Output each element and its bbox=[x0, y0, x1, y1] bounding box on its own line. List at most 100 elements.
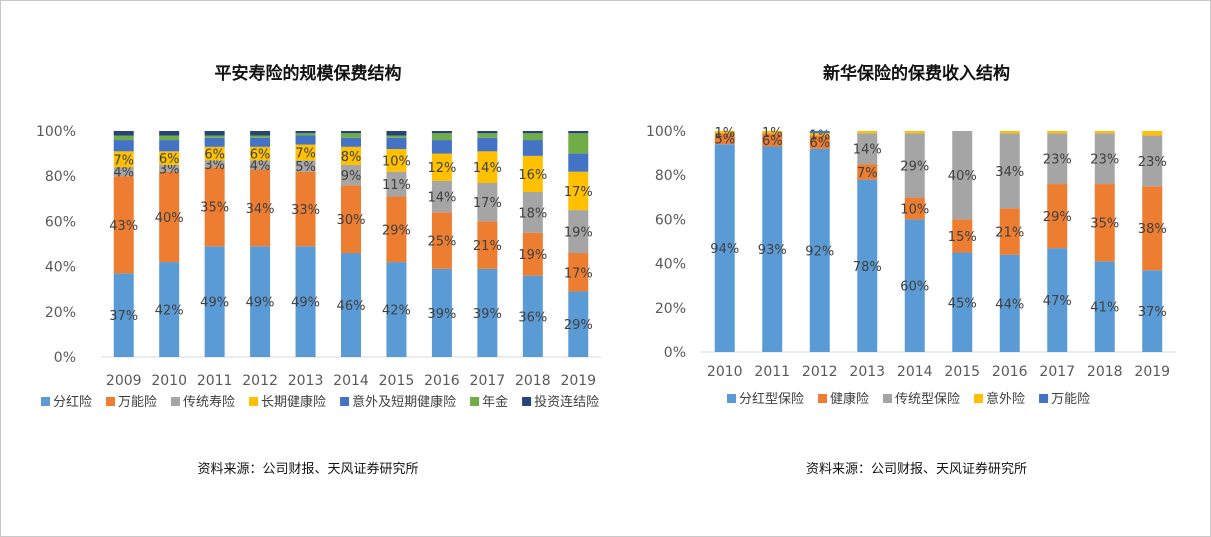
x-tick-label: 2018 bbox=[1087, 364, 1123, 380]
bar-segment bbox=[113, 131, 134, 136]
data-label: 23% bbox=[1090, 153, 1119, 168]
bar-segment bbox=[1094, 133, 1115, 185]
bar-segment bbox=[113, 135, 134, 141]
legend-entry: 传统寿险 bbox=[183, 395, 235, 410]
bar-segment bbox=[809, 135, 830, 149]
data-label: 14% bbox=[853, 143, 882, 158]
bar-stack: 92% 6%1% bbox=[805, 128, 834, 352]
data-label: 29% bbox=[1043, 210, 1072, 225]
data-label: 29% bbox=[564, 318, 593, 333]
data-label: 25% bbox=[427, 235, 456, 250]
chart-title: 平安寿险的规模保费结构 bbox=[214, 64, 402, 84]
y-tick-label: 40% bbox=[45, 260, 76, 276]
data-label: 33% bbox=[291, 203, 320, 218]
data-label: 8% bbox=[341, 150, 362, 165]
bar-segment bbox=[159, 140, 180, 152]
bar-stack: 44% 21% 34% bbox=[995, 131, 1024, 352]
y-tick-label: 100% bbox=[36, 124, 76, 140]
data-label: 43% bbox=[109, 219, 138, 234]
data-label: 1% bbox=[762, 126, 783, 141]
data-label: 49% bbox=[291, 296, 320, 311]
data-label: 17% bbox=[564, 185, 593, 200]
bar-segment bbox=[431, 131, 452, 134]
data-label: 30% bbox=[337, 213, 366, 228]
bar-segment bbox=[809, 133, 830, 136]
bar-segment bbox=[999, 133, 1020, 209]
bar-stack: 37% 43% 4%7% bbox=[109, 131, 138, 357]
bar-segment bbox=[762, 131, 783, 134]
source-note: 资料来源：公司财报、天风证券研究所 bbox=[805, 462, 1027, 477]
bar-segment bbox=[431, 140, 452, 154]
x-tick-label: 2011 bbox=[754, 364, 790, 380]
bar-segment bbox=[952, 252, 973, 352]
legend-entry: 万能险 bbox=[118, 395, 157, 410]
bar-segment bbox=[386, 135, 407, 138]
data-label: 39% bbox=[473, 307, 502, 322]
legend-entry: 意外及短期健康险 bbox=[352, 394, 456, 410]
bar-segment bbox=[341, 185, 361, 254]
left-stacked-bar-chart: 0%20%40%60%80%100%37%43%4%7%200942%40%3%… bbox=[36, 124, 601, 410]
data-label: 4% bbox=[250, 159, 271, 174]
bar-segment bbox=[1094, 131, 1115, 134]
x-tick-label: 2016 bbox=[992, 364, 1028, 380]
legend-swatch bbox=[883, 394, 893, 403]
bar-segment bbox=[477, 221, 498, 269]
data-label: 21% bbox=[995, 226, 1024, 241]
data-label: 23% bbox=[1138, 155, 1167, 170]
data-label: 14% bbox=[427, 191, 456, 206]
legend-swatch bbox=[470, 397, 480, 406]
data-label: 9% bbox=[341, 169, 362, 184]
bar-segment bbox=[1047, 184, 1068, 249]
bar-segment bbox=[714, 133, 735, 145]
legend-swatch bbox=[818, 394, 828, 403]
data-label: 21% bbox=[473, 239, 502, 254]
data-label: 34% bbox=[995, 165, 1024, 180]
data-label: 40% bbox=[155, 211, 184, 226]
legend-entry: 分红险 bbox=[53, 394, 92, 410]
data-label: 16% bbox=[518, 168, 547, 183]
bar-segment bbox=[295, 160, 316, 172]
data-label: 3% bbox=[159, 162, 180, 177]
bar-segment bbox=[341, 137, 361, 147]
data-label: 11% bbox=[382, 178, 411, 193]
data-label: 45% bbox=[948, 296, 977, 311]
bar-segment bbox=[204, 167, 225, 247]
bar-segment bbox=[250, 131, 271, 136]
y-tick-label: 20% bbox=[655, 301, 686, 317]
bar-segment bbox=[386, 137, 407, 150]
bar-segment bbox=[714, 131, 735, 134]
bar-segment bbox=[568, 131, 589, 134]
bar-segment bbox=[904, 131, 925, 134]
bar-segment bbox=[295, 131, 316, 134]
data-label: 40% bbox=[948, 169, 977, 184]
x-tick-label: 2012 bbox=[242, 373, 278, 389]
bar-segment bbox=[386, 131, 407, 136]
bar-segment bbox=[295, 171, 316, 247]
legend-swatch bbox=[727, 394, 736, 403]
data-label: 39% bbox=[427, 307, 456, 322]
data-label: 34% bbox=[246, 202, 275, 217]
bar-segment bbox=[809, 148, 830, 352]
data-label: 35% bbox=[200, 201, 229, 216]
bar-stack: 49% 35% 3%6% bbox=[200, 131, 229, 357]
y-tick-label: 20% bbox=[45, 305, 76, 321]
bar-stack: 49% 33% 5%7% bbox=[291, 131, 320, 357]
bar-segment bbox=[522, 133, 543, 141]
x-tick-label: 2011 bbox=[197, 373, 233, 389]
data-label: 78% bbox=[853, 260, 882, 275]
data-label: 19% bbox=[564, 226, 593, 241]
data-label: 47% bbox=[1043, 294, 1072, 309]
bar-segment bbox=[113, 140, 134, 152]
data-label: 49% bbox=[246, 296, 275, 311]
bar-segment bbox=[113, 151, 134, 168]
legend: 分红型保险 健康险 传统型保险 意外险 万能险 bbox=[727, 391, 1090, 407]
x-tick-label: 2012 bbox=[802, 364, 838, 380]
bar-stack: 60% 10% 29% bbox=[900, 131, 929, 352]
data-label: 4% bbox=[113, 166, 134, 181]
legend: 分红险 万能险 传统寿险 长期健康险 意外及短期健康险 年金 投资连结险 bbox=[41, 394, 599, 410]
x-tick-label: 2018 bbox=[515, 373, 551, 389]
data-label: 17% bbox=[473, 196, 502, 211]
legend-entry: 意外险 bbox=[986, 391, 1025, 407]
bar-segment bbox=[250, 135, 271, 138]
bar-segment bbox=[204, 160, 225, 168]
